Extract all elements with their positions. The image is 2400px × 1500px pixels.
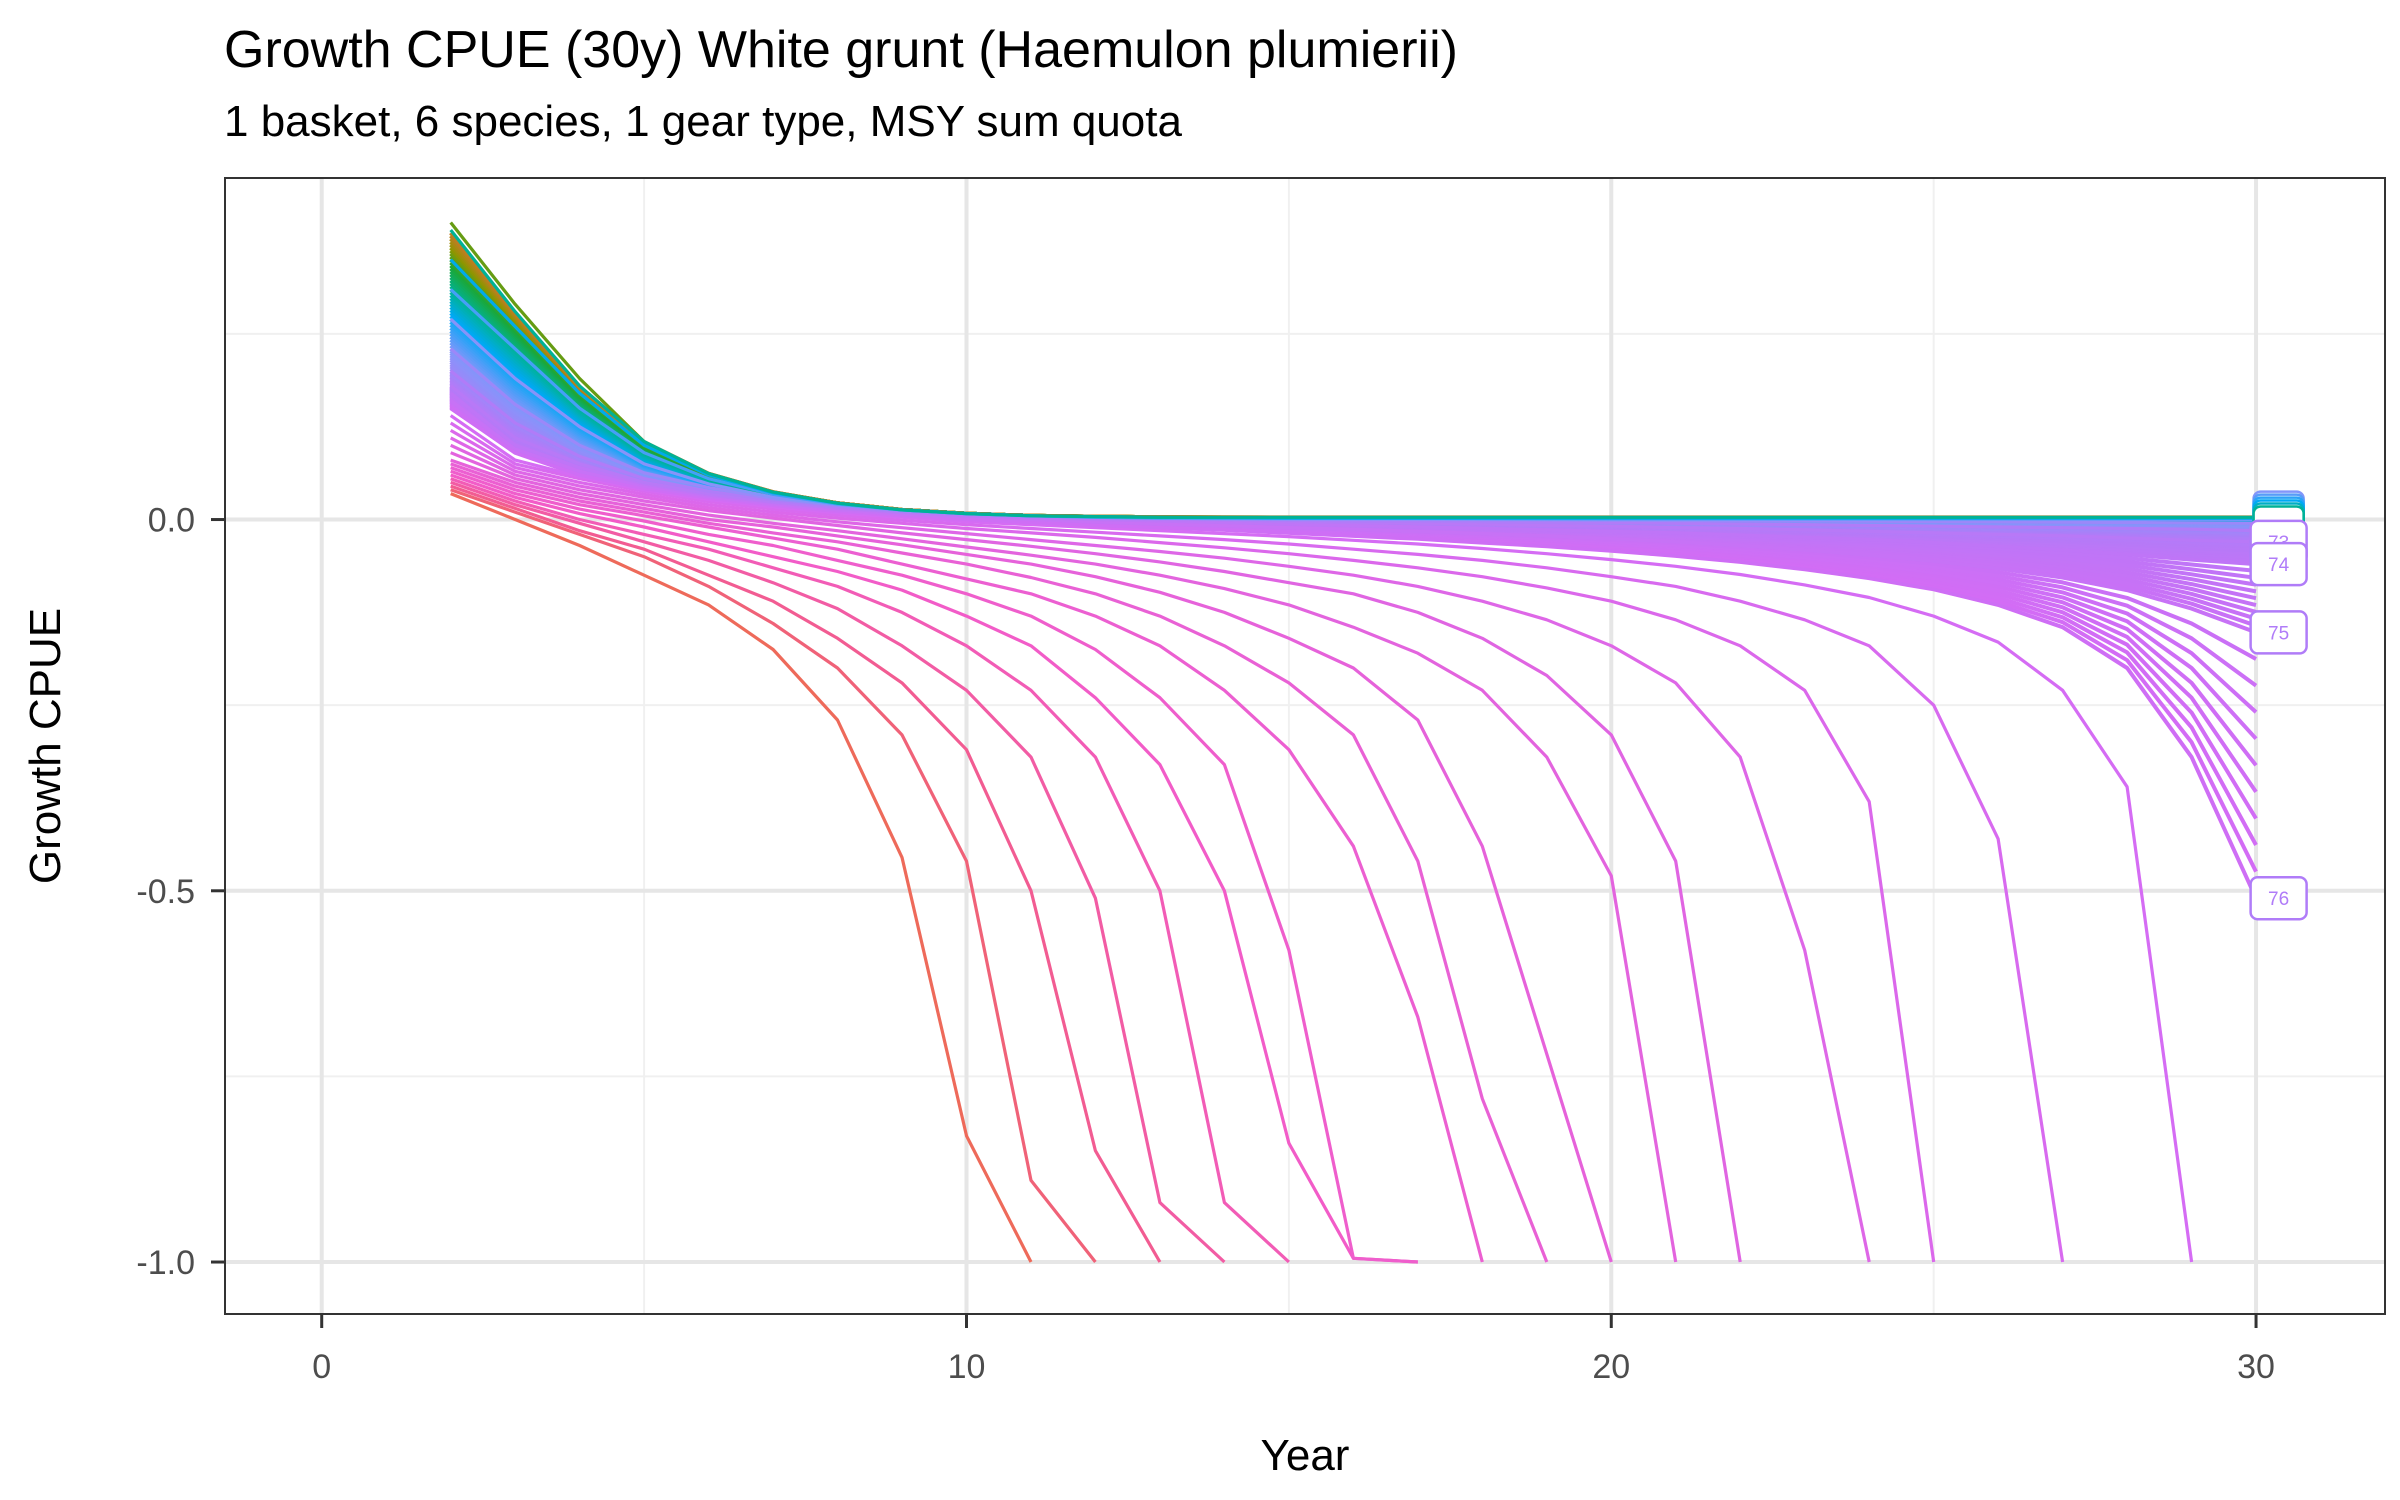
series-line <box>450 458 1613 1263</box>
series-line <box>450 484 1162 1263</box>
x-tick-label: 0 <box>312 1348 331 1386</box>
end-label-text: 75 <box>2268 623 2289 644</box>
end-label-box <box>2249 610 2308 655</box>
x-tick-label: 30 <box>2237 1348 2275 1386</box>
axes: 0 10 20 30 0.0 -0.5 -1.0 <box>136 502 2275 1386</box>
plot-panel-background <box>225 178 2385 1314</box>
series-line <box>449 229 2256 519</box>
chart-subtitle: 1 basket, 6 species, 1 gear type, MSY su… <box>224 97 1182 146</box>
end-label-text: 74 <box>2268 555 2290 576</box>
series-line <box>450 488 1097 1263</box>
series-line <box>450 451 1678 1263</box>
x-tick-label: 10 <box>948 1348 986 1386</box>
x-axis-title: Year <box>1261 1431 1350 1480</box>
series-line <box>450 477 1290 1264</box>
series-line <box>450 473 1418 1264</box>
end-label-text: 76 <box>2268 889 2289 910</box>
plot-panel-border <box>224 177 2386 1315</box>
series-line <box>449 436 1871 1263</box>
end-labels: 73747576 <box>2249 490 2308 921</box>
series-line <box>450 492 1033 1263</box>
series-line <box>450 466 1484 1263</box>
y-tick-label: -0.5 <box>136 873 195 911</box>
y-tick-label: 0.0 <box>148 502 195 540</box>
end-label: 74 <box>2249 541 2308 587</box>
x-tick-label: 20 <box>1592 1348 1630 1386</box>
end-label-box <box>2249 541 2308 587</box>
series-line <box>450 462 1549 1263</box>
end-label: 75 <box>2249 610 2308 655</box>
y-axis-title: Growth CPUE <box>21 608 70 884</box>
grid-lines <box>225 178 2385 1314</box>
chart-title: Growth CPUE (30y) White grunt (Haemulon … <box>224 21 1458 79</box>
end-label-box <box>2249 875 2308 921</box>
series-line <box>450 443 1742 1263</box>
series-line <box>449 429 1936 1263</box>
y-tick-label: -1.0 <box>136 1244 195 1282</box>
series-line <box>450 480 1226 1264</box>
series-line <box>450 469 1418 1264</box>
end-label: 76 <box>2249 875 2308 921</box>
series-lines <box>449 221 2258 1264</box>
series-line <box>449 421 2065 1263</box>
